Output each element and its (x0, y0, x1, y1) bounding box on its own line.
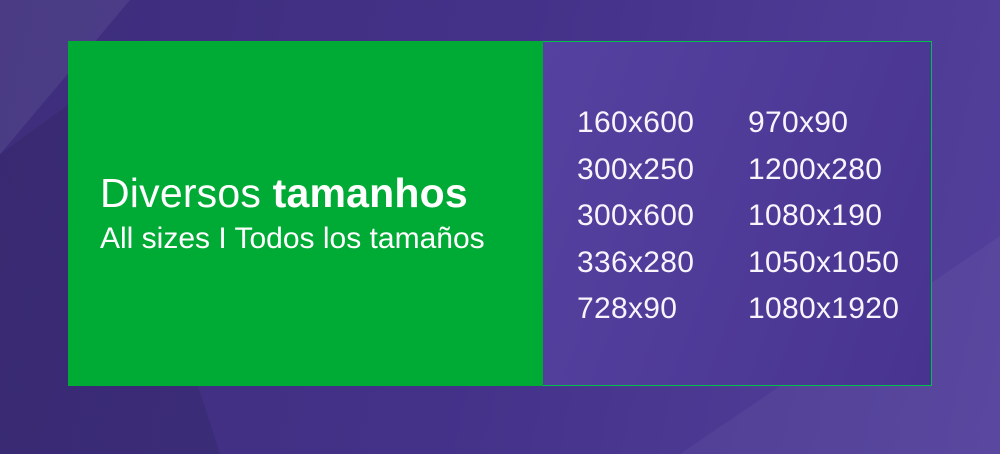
sizes-column-1: 160x600 300x250 300x600 336x280 728x90 (577, 100, 748, 385)
title-panel: Diversos tamanhos All sizes I Todos los … (68, 41, 543, 386)
banner-subtitle: All sizes I Todos los tamaños (100, 222, 485, 256)
size-item: 1200x280 (748, 152, 883, 186)
sizes-column-2: 970x90 1200x280 1080x190 1050x1050 1080x… (748, 100, 931, 385)
size-item: 970x90 (748, 106, 849, 139)
sizes-panel: 160x600 300x250 300x600 336x280 728x90 9… (543, 41, 932, 386)
size-item: 728x90 (577, 292, 678, 325)
size-item: 160x600 (577, 106, 695, 139)
size-item: 336x280 (577, 245, 695, 279)
banner-title-regular: Diversos (100, 169, 262, 216)
size-item: 1050x1050 (748, 245, 900, 279)
size-item: 1080x190 (748, 199, 883, 232)
size-item: 300x250 (577, 152, 695, 186)
banner-title-bold: tamanhos (272, 169, 468, 216)
banner-title: Diversos tamanhos (100, 169, 533, 216)
size-item: 300x600 (577, 199, 695, 232)
size-item: 1080x1920 (748, 292, 900, 325)
